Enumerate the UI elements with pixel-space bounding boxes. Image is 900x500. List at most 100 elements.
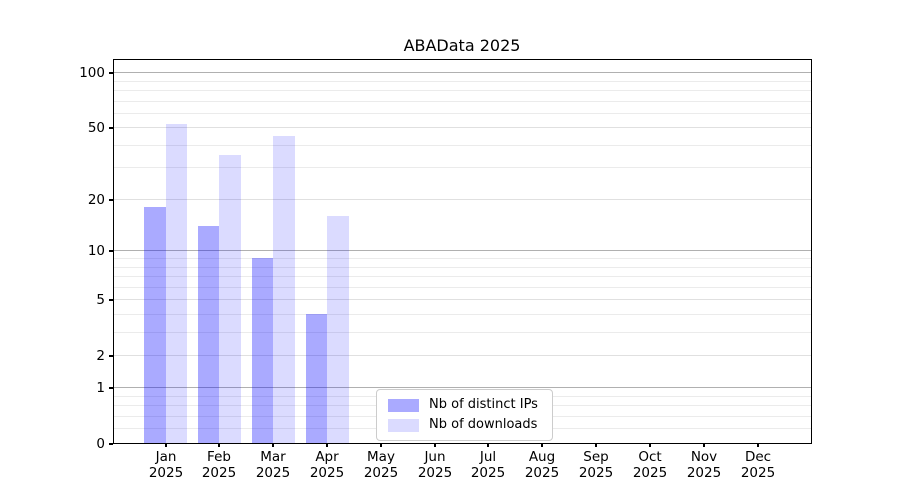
bar-distinct-ips: [144, 206, 166, 443]
y-axis-tick-label: 50: [87, 120, 105, 136]
gridline-minor: [114, 267, 811, 268]
x-tick-month: Apr: [315, 449, 339, 465]
x-axis-tick-mark: [326, 443, 328, 447]
plot-area: [113, 59, 812, 444]
y-axis-tick-mark: [109, 355, 113, 357]
bar-distinct-ips: [305, 313, 327, 443]
x-axis-tick-label: Nov 2025: [672, 449, 736, 481]
x-tick-year: 2025: [578, 465, 614, 481]
x-axis-tick-label: Jul 2025: [456, 449, 520, 481]
legend-item-distinct-ips: Nb of distinct IPs: [388, 397, 538, 413]
x-axis-tick-label: Apr 2025: [295, 449, 359, 481]
legend-swatch-distinct-ips: [388, 398, 419, 412]
gridline-minor: [114, 101, 811, 102]
x-axis-tick-mark: [703, 443, 705, 447]
legend-item-downloads: Nb of downloads: [388, 417, 538, 433]
x-tick-year: 2025: [363, 465, 399, 481]
gridline-minor: [114, 145, 811, 146]
x-axis-tick-mark: [272, 443, 274, 447]
chart-title: ABAData 2025: [403, 36, 521, 55]
x-axis-tick-mark: [595, 443, 597, 447]
bar-downloads: [165, 124, 187, 443]
x-tick-month: Nov: [690, 449, 718, 465]
x-axis-tick-mark: [757, 443, 759, 447]
gridline-labeled: [114, 299, 811, 300]
bar-distinct-ips: [251, 258, 274, 443]
gridline-major: [114, 387, 811, 388]
bar-downloads: [327, 215, 349, 443]
gridline-labeled: [114, 127, 811, 128]
x-axis-tick-label: Dec 2025: [726, 449, 790, 481]
y-axis-tick-mark: [109, 127, 113, 129]
bar-downloads: [273, 135, 295, 443]
gridline-major: [114, 72, 811, 73]
x-axis-tick-label: Feb 2025: [187, 449, 251, 481]
y-axis-tick-mark: [109, 443, 113, 445]
x-tick-year: 2025: [632, 465, 668, 481]
x-axis-tick-label: Aug 2025: [510, 449, 574, 481]
y-axis-tick-label: 100: [79, 65, 105, 81]
gridline-minor: [114, 258, 811, 259]
y-axis-tick-mark: [109, 199, 113, 201]
x-tick-month: Aug: [528, 449, 556, 465]
x-tick-year: 2025: [148, 465, 184, 481]
y-axis-tick-mark: [109, 299, 113, 301]
gridline-minor: [114, 332, 811, 333]
gridline-minor: [114, 287, 811, 288]
gridline-minor: [114, 113, 811, 114]
x-tick-month: Dec: [744, 449, 772, 465]
x-axis-tick-mark: [218, 443, 220, 447]
x-tick-month: May: [367, 449, 395, 465]
y-axis-tick-mark: [109, 250, 113, 252]
gridline-minor: [114, 276, 811, 277]
y-axis-tick-label: 0: [96, 436, 105, 452]
gridline-major: [114, 250, 811, 251]
x-tick-month: Sep: [583, 449, 609, 465]
x-tick-month: Oct: [638, 449, 662, 465]
y-axis-tick-mark: [109, 72, 113, 74]
y-axis-tick-mark: [109, 387, 113, 389]
x-axis-tick-label: Mar 2025: [241, 449, 305, 481]
gridline-minor: [114, 81, 811, 82]
x-tick-year: 2025: [740, 465, 776, 481]
gridline-labeled: [114, 199, 811, 200]
x-tick-year: 2025: [255, 465, 291, 481]
x-tick-month: Mar: [260, 449, 286, 465]
x-axis-tick-mark: [165, 443, 167, 447]
x-axis-tick-mark: [380, 443, 382, 447]
x-axis-tick-label: Oct 2025: [618, 449, 682, 481]
x-axis-tick-label: Jun 2025: [403, 449, 467, 481]
x-axis-tick-mark: [649, 443, 651, 447]
x-tick-month: Jul: [479, 449, 497, 465]
legend: Nb of distinct IPs Nb of downloads: [376, 389, 553, 441]
y-axis-tick-label: 20: [87, 192, 105, 208]
gridline-minor: [114, 90, 811, 91]
x-tick-month: Jan: [155, 449, 177, 465]
x-axis-tick-label: Sep 2025: [564, 449, 628, 481]
legend-label-distinct-ips: Nb of distinct IPs: [429, 397, 538, 412]
x-axis-tick-mark: [434, 443, 436, 447]
x-tick-month: Jun: [424, 449, 446, 465]
x-axis-tick-label: May 2025: [349, 449, 413, 481]
gridline-labeled: [114, 355, 811, 356]
bar-downloads: [219, 155, 241, 443]
legend-swatch-downloads: [388, 418, 419, 432]
x-axis-tick-label: Jan 2025: [134, 449, 198, 481]
bars-layer: [114, 60, 811, 443]
x-tick-year: 2025: [201, 465, 237, 481]
x-tick-year: 2025: [309, 465, 345, 481]
gridline-minor: [114, 314, 811, 315]
x-tick-year: 2025: [417, 465, 453, 481]
y-axis-tick-label: 1: [96, 380, 105, 396]
bar-distinct-ips: [197, 225, 220, 443]
gridline-minor: [114, 167, 811, 168]
x-tick-month: Feb: [207, 449, 231, 465]
x-axis-tick-mark: [541, 443, 543, 447]
y-axis-tick-label: 10: [87, 243, 105, 259]
x-axis-tick-mark: [487, 443, 489, 447]
x-tick-year: 2025: [470, 465, 506, 481]
legend-label-downloads: Nb of downloads: [429, 417, 538, 432]
y-axis-tick-label: 2: [96, 348, 105, 364]
x-tick-year: 2025: [524, 465, 560, 481]
